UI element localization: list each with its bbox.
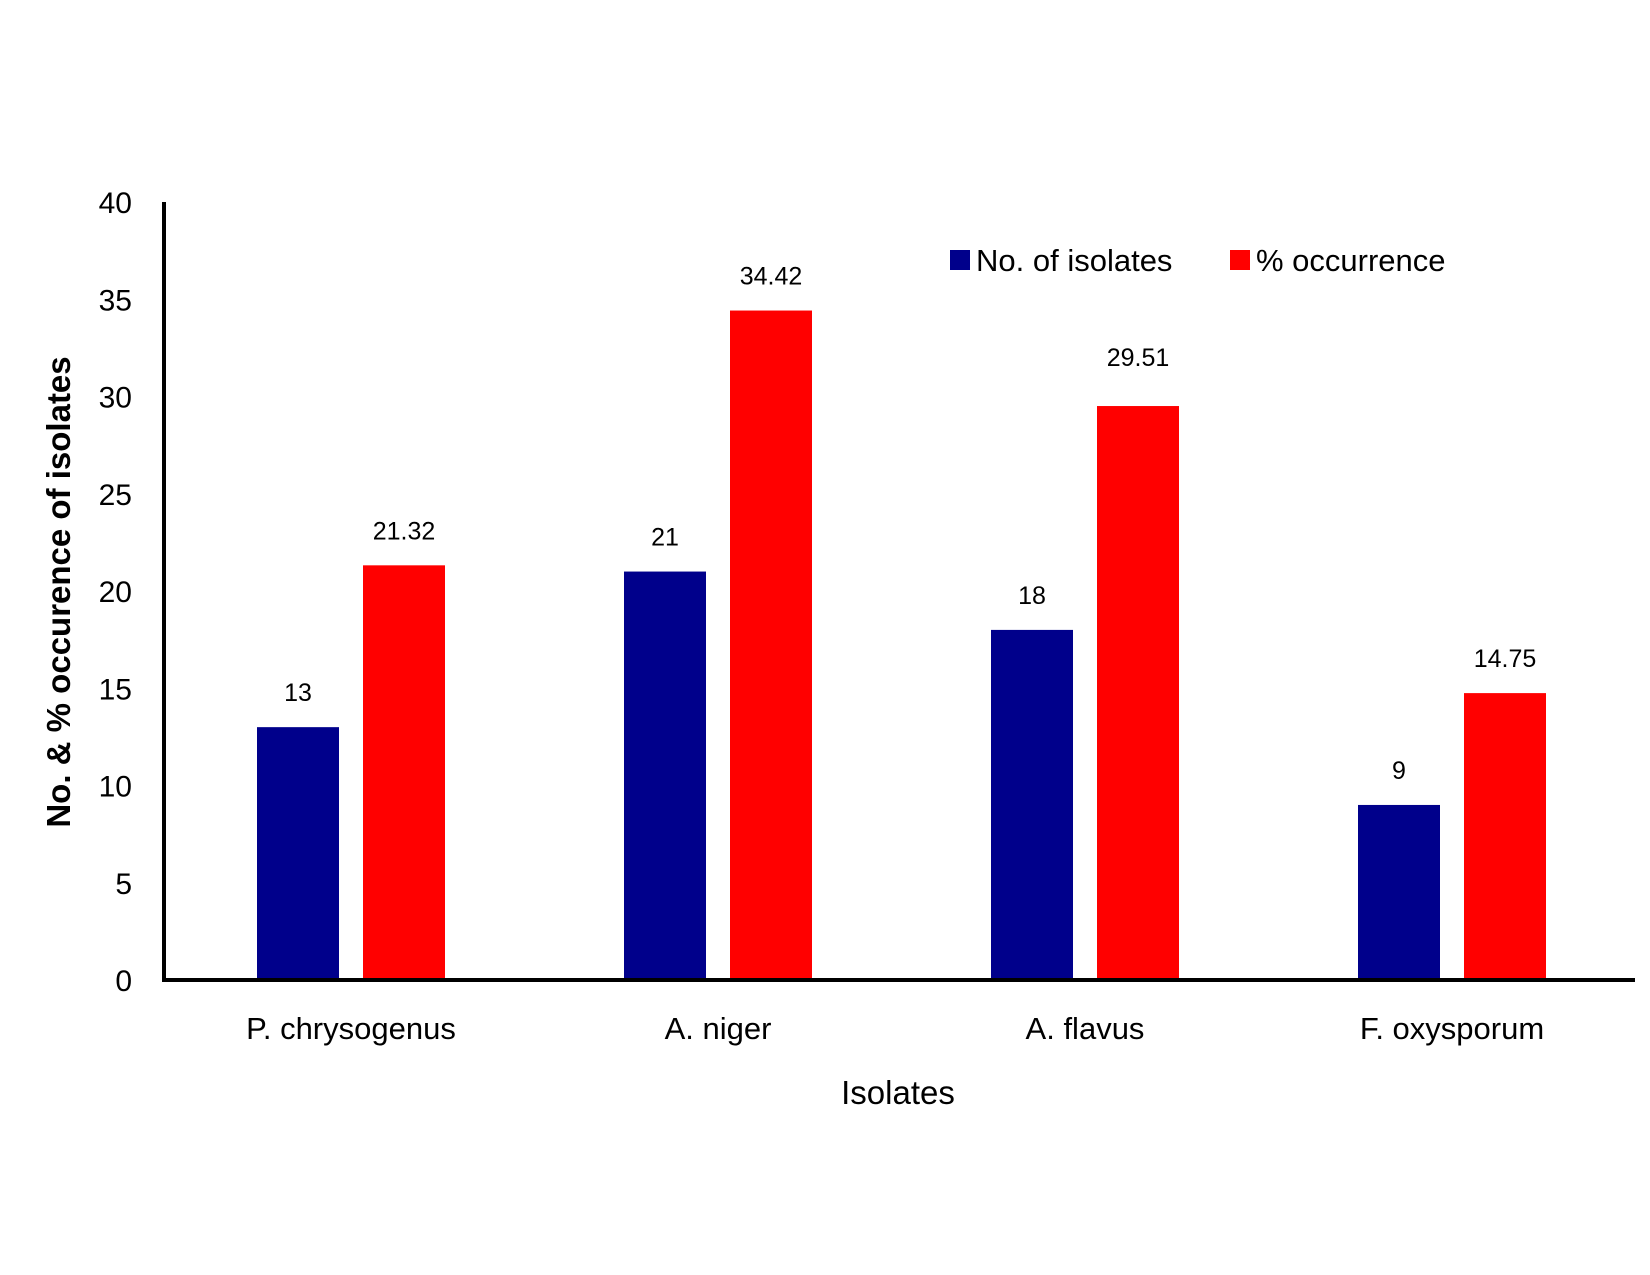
y-tick-label: 20 [99,576,132,609]
y-tick-label: 15 [99,673,132,706]
data-label: 18 [1018,582,1046,610]
legend-item: No. of isolates [950,243,1172,278]
bar-no-of-isolates-p-chrysogenus [257,727,339,980]
x-tick-label: A. flavus [1026,1011,1145,1046]
y-tick-label: 30 [99,382,132,415]
data-label: 34.42 [740,263,803,291]
data-label: 21.32 [373,517,436,545]
data-label: 13 [284,679,312,707]
bar-no-of-isolates-a-flavus [991,629,1073,980]
legend-swatch [1230,250,1250,270]
data-label: 21 [651,524,679,552]
y-tick-label: 5 [115,868,132,901]
y-tick-labels: 0 5 10 15 20 25 30 35 40 [99,187,132,998]
bar-no-of-isolates-a-niger [624,571,706,980]
data-label: 29.51 [1107,344,1170,372]
bar-occurrence-p-chrysogenus [363,565,445,980]
data-label: 9 [1392,757,1406,785]
bar-occurrence-a-flavus [1097,406,1179,980]
bar-no-of-isolates-f-oxysporum [1358,804,1440,980]
x-tick-label: A. niger [665,1011,772,1046]
y-tick-label: 35 [99,284,132,317]
y-tick-label: 0 [115,965,132,998]
bar-occurrence-f-oxysporum [1464,693,1546,980]
legend-swatch [950,250,970,270]
x-tick-label: P. chrysogenus [246,1011,456,1046]
x-axis-title: Isolates [841,1074,955,1111]
legend-item: % occurrence [1230,243,1446,278]
x-tick-label: F. oxysporum [1360,1011,1544,1046]
legend-label: No. of isolates [976,243,1172,278]
plot-area [257,310,1546,980]
data-labels: 13 21.32 21 34.42 18 29.51 9 14.75 [284,263,1536,785]
y-axis-title: No. & % occurence of isolates [40,356,77,827]
bar-occurrence-a-niger [730,310,812,980]
x-tick-labels: P. chrysogenus A. niger A. flavus F. oxyspo… [246,1011,1544,1046]
data-label: 14.75 [1474,645,1537,673]
y-tick-label: 25 [99,479,132,512]
legend-label: % occurrence [1256,243,1446,278]
y-tick-label: 40 [99,187,132,220]
axes [162,202,1635,982]
legend: No. of isolates % occurrence [950,243,1446,278]
y-tick-label: 10 [99,771,132,804]
